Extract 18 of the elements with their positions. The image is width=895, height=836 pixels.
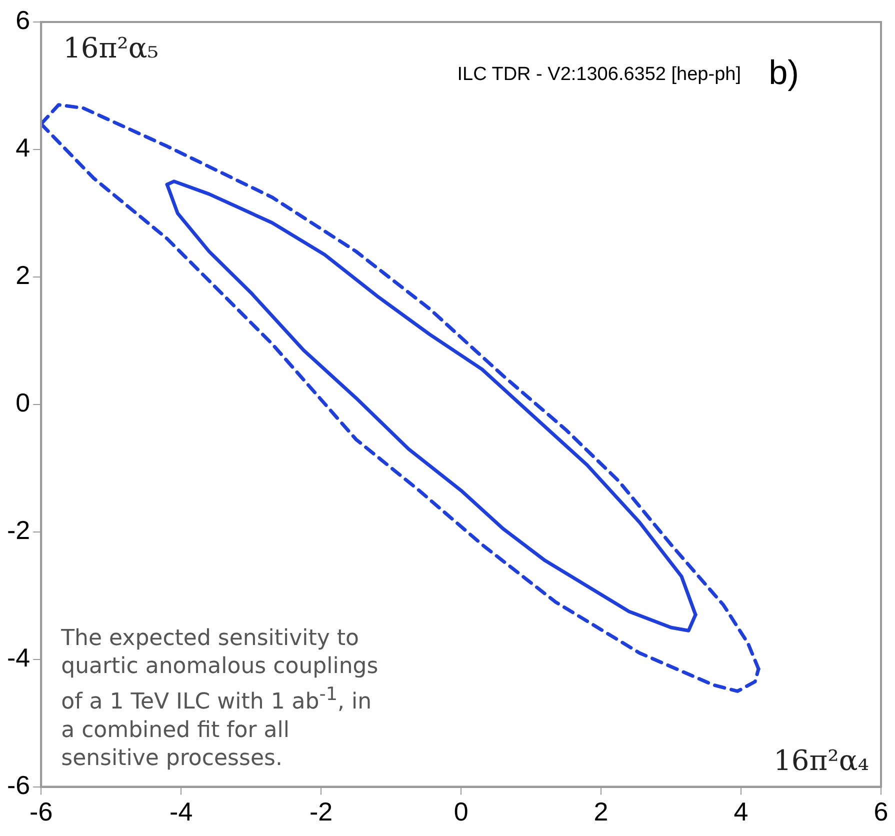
y-tick-label: 6 bbox=[16, 5, 30, 36]
y-axis-title: 16π²α₅ bbox=[63, 31, 159, 64]
x-tick-label: 0 bbox=[454, 796, 468, 827]
x-tick-label: -2 bbox=[310, 796, 333, 827]
annotation: ILC TDR - V2:1306.6352 [hep-ph] bbox=[457, 64, 741, 86]
y-tick-label: -6 bbox=[6, 770, 30, 800]
annotation: b) bbox=[768, 54, 799, 93]
x-tick-label: 4 bbox=[734, 796, 748, 827]
y-tick-label: -4 bbox=[6, 642, 30, 673]
y-tick-label: 2 bbox=[16, 260, 30, 290]
y-tick-label: 4 bbox=[16, 132, 30, 163]
y-tick-label: -2 bbox=[6, 515, 30, 546]
x-tick-label: 2 bbox=[594, 796, 608, 827]
x-axis-title: 16π²α₄ bbox=[774, 744, 869, 778]
x-tick-label: 6 bbox=[874, 796, 888, 827]
x-tick-label: -4 bbox=[170, 796, 193, 827]
text: The expected sensitivity to quartic anomalous couplings of a 1 TeV ILC with 1 ab$^{-1}$, in a combined fit for all sensitive processes. bbox=[61, 626, 378, 771]
y-tick-label: 0 bbox=[16, 388, 30, 418]
